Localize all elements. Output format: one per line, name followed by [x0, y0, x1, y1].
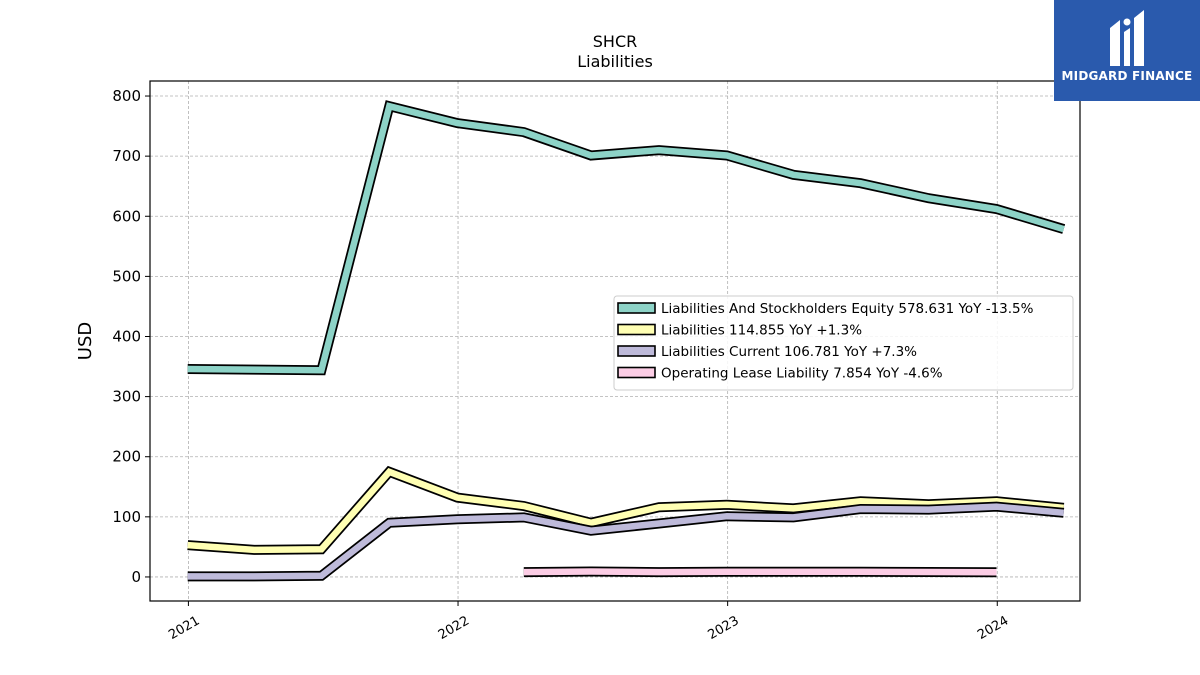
y-axis-ticks: 0 100 200 300 400 500 600 700 800 — [112, 87, 150, 586]
series-line — [187, 503, 1064, 580]
y-tick-label: 300 — [112, 388, 141, 406]
series-2 — [187, 501, 1065, 582]
legend-entry: Operating Lease Liability 7.854 YoY -4.6… — [661, 366, 943, 382]
legend-entry: Liabilities 114.855 YoY +1.3% — [661, 323, 862, 339]
legend-entry: Liabilities And Stockholders Equity 578.… — [661, 301, 1034, 317]
midgard-finance-logo: MIDGARD FINANCE — [1054, 0, 1200, 101]
plot-frame — [149, 80, 1081, 602]
y-tick-label: 400 — [112, 327, 141, 345]
legend-entry: Liabilities Current 106.781 YoY +7.3% — [661, 344, 917, 360]
legend-swatch — [617, 366, 656, 379]
y-axis-label: USD — [75, 322, 96, 360]
legend: Liabilities And Stockholders Equity 578.… — [613, 295, 1074, 391]
legend-swatch — [617, 323, 656, 336]
chart-subtitle: Liabilities — [577, 52, 653, 71]
y-tick-label: 700 — [112, 147, 141, 165]
legend-box — [613, 295, 1074, 391]
series-0 — [187, 100, 1066, 376]
y-tick-label: 500 — [112, 267, 141, 285]
y-tick-label: 200 — [112, 448, 141, 466]
y-tick-label: 0 — [131, 568, 141, 586]
logo-text: MIDGARD FINANCE — [1061, 69, 1193, 83]
series-1 — [187, 465, 1065, 555]
series-line — [187, 102, 1065, 374]
legend-swatch — [617, 302, 656, 314]
y-tick-label: 800 — [112, 87, 141, 105]
y-tick-label: 600 — [112, 207, 141, 225]
chart-title: SHCR — [593, 32, 637, 51]
series-line — [187, 467, 1065, 554]
logo-mark-icon — [1110, 10, 1144, 66]
series-lines — [187, 100, 1066, 582]
y-tick-label: 100 — [112, 508, 141, 526]
series-3 — [523, 566, 997, 578]
legend-swatch — [617, 345, 656, 357]
series-line — [523, 568, 997, 576]
